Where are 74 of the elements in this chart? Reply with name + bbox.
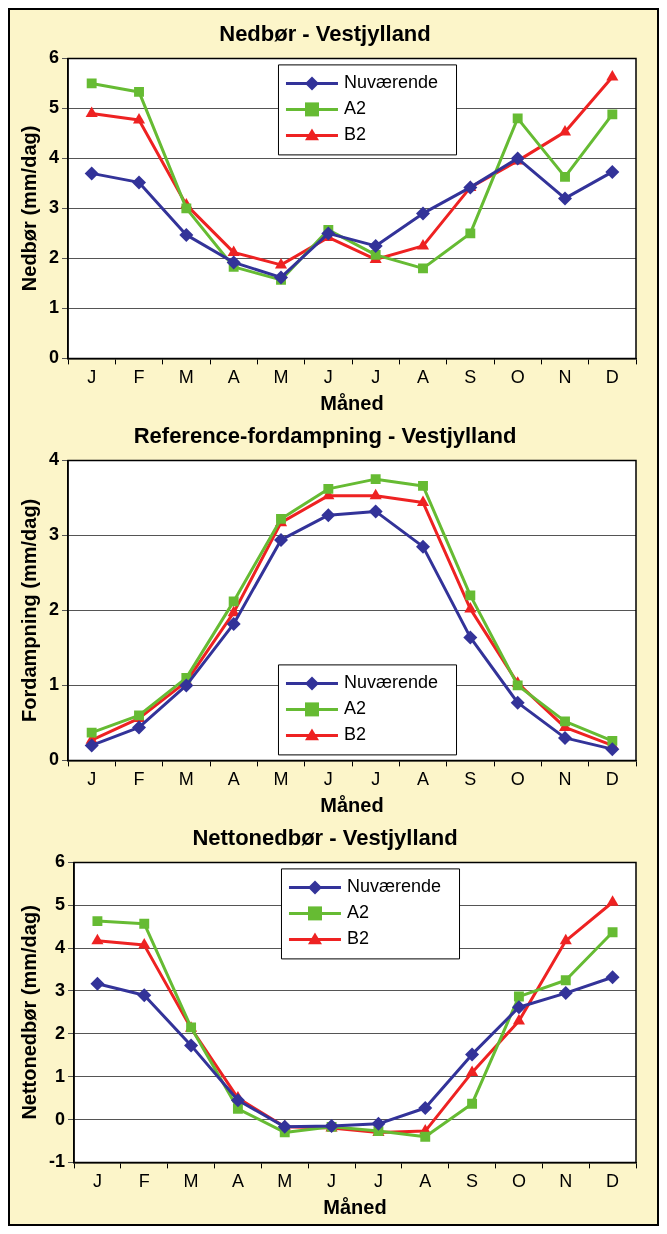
x-tick-label: M bbox=[178, 769, 194, 790]
x-tick-label: A bbox=[231, 1171, 244, 1192]
x-tick-label: O bbox=[510, 769, 525, 790]
y-tick-label: 5 bbox=[54, 894, 65, 915]
y-tick-label: 3 bbox=[49, 197, 60, 218]
y-tick-label: 1 bbox=[54, 1065, 65, 1086]
y-axis-title: Nedbør (mm/dag) bbox=[17, 125, 40, 292]
x-tick-label: J bbox=[92, 1171, 102, 1192]
y-tick-label: 4 bbox=[49, 147, 60, 168]
x-axis-title: Måned bbox=[320, 391, 384, 414]
legend-label: B2 bbox=[343, 724, 367, 745]
y-tick-label: 0 bbox=[49, 749, 60, 770]
legend-label: A2 bbox=[346, 902, 370, 923]
legend-label: B2 bbox=[343, 124, 367, 145]
x-tick-label: A bbox=[227, 769, 240, 790]
x-tick-label: S bbox=[464, 367, 477, 388]
legend-label: Nuværende bbox=[343, 72, 439, 93]
x-tick-label: J bbox=[87, 367, 97, 388]
x-tick-label: J bbox=[87, 769, 97, 790]
x-tick-label: O bbox=[510, 367, 525, 388]
y-tick-label: 0 bbox=[54, 1108, 65, 1129]
x-tick-label: M bbox=[178, 367, 194, 388]
x-tick-label: F bbox=[133, 769, 145, 790]
chart-title: Nettonedbør - Vestjylland bbox=[192, 825, 458, 851]
x-tick-label: A bbox=[417, 367, 430, 388]
y-tick-label: 0 bbox=[49, 347, 60, 368]
x-tick-label: M bbox=[273, 769, 289, 790]
x-tick-label: F bbox=[133, 367, 145, 388]
y-tick-label: 4 bbox=[54, 937, 65, 958]
x-tick-label: J bbox=[323, 367, 333, 388]
y-tick-label: 6 bbox=[49, 47, 60, 68]
x-tick-label: O bbox=[511, 1171, 526, 1192]
x-tick-label: F bbox=[138, 1171, 150, 1192]
x-tick-label: D bbox=[606, 1171, 620, 1192]
x-tick-label: S bbox=[464, 769, 477, 790]
y-tick-label: -1 bbox=[48, 1151, 65, 1172]
legend-label: B2 bbox=[346, 928, 370, 949]
x-tick-label: M bbox=[273, 367, 289, 388]
x-tick-label: J bbox=[327, 1171, 337, 1192]
y-tick-label: 2 bbox=[54, 1022, 65, 1043]
legend-label: A2 bbox=[343, 698, 367, 719]
legend-label: Nuværende bbox=[343, 672, 439, 693]
y-axis-title: Nettonedbør (mm/dag) bbox=[17, 905, 40, 1120]
x-tick-label: J bbox=[323, 769, 333, 790]
legend-label: Nuværende bbox=[346, 876, 442, 897]
y-axis-title: Fordampning (mm/dag) bbox=[17, 498, 40, 723]
y-tick-label: 1 bbox=[49, 297, 60, 318]
x-tick-label: A bbox=[417, 769, 430, 790]
x-tick-label: D bbox=[605, 367, 619, 388]
chart-title: Nedbør - Vestjylland bbox=[219, 21, 431, 47]
x-tick-label: M bbox=[277, 1171, 293, 1192]
y-tick-label: 3 bbox=[49, 524, 60, 545]
legend-label: A2 bbox=[343, 98, 367, 119]
x-tick-label: D bbox=[605, 769, 619, 790]
x-tick-label: N bbox=[559, 1171, 573, 1192]
x-tick-label: S bbox=[466, 1171, 479, 1192]
x-tick-label: A bbox=[227, 367, 240, 388]
x-tick-label: J bbox=[371, 769, 381, 790]
x-tick-label: J bbox=[371, 367, 381, 388]
y-tick-label: 2 bbox=[49, 599, 60, 620]
x-tick-label: J bbox=[373, 1171, 383, 1192]
chart-title: Reference-fordampning - Vestjylland bbox=[133, 423, 517, 449]
x-axis-title: Måned bbox=[320, 793, 384, 816]
y-tick-label: 2 bbox=[49, 247, 60, 268]
x-tick-label: A bbox=[419, 1171, 432, 1192]
y-tick-label: 1 bbox=[49, 674, 60, 695]
y-tick-label: 4 bbox=[49, 449, 60, 470]
y-tick-label: 6 bbox=[54, 851, 65, 872]
y-tick-label: 5 bbox=[49, 97, 60, 118]
y-tick-label: 3 bbox=[54, 979, 65, 1000]
x-tick-label: N bbox=[558, 367, 572, 388]
x-tick-label: N bbox=[558, 769, 572, 790]
x-axis-title: Måned bbox=[323, 1195, 387, 1218]
x-tick-label: M bbox=[183, 1171, 199, 1192]
